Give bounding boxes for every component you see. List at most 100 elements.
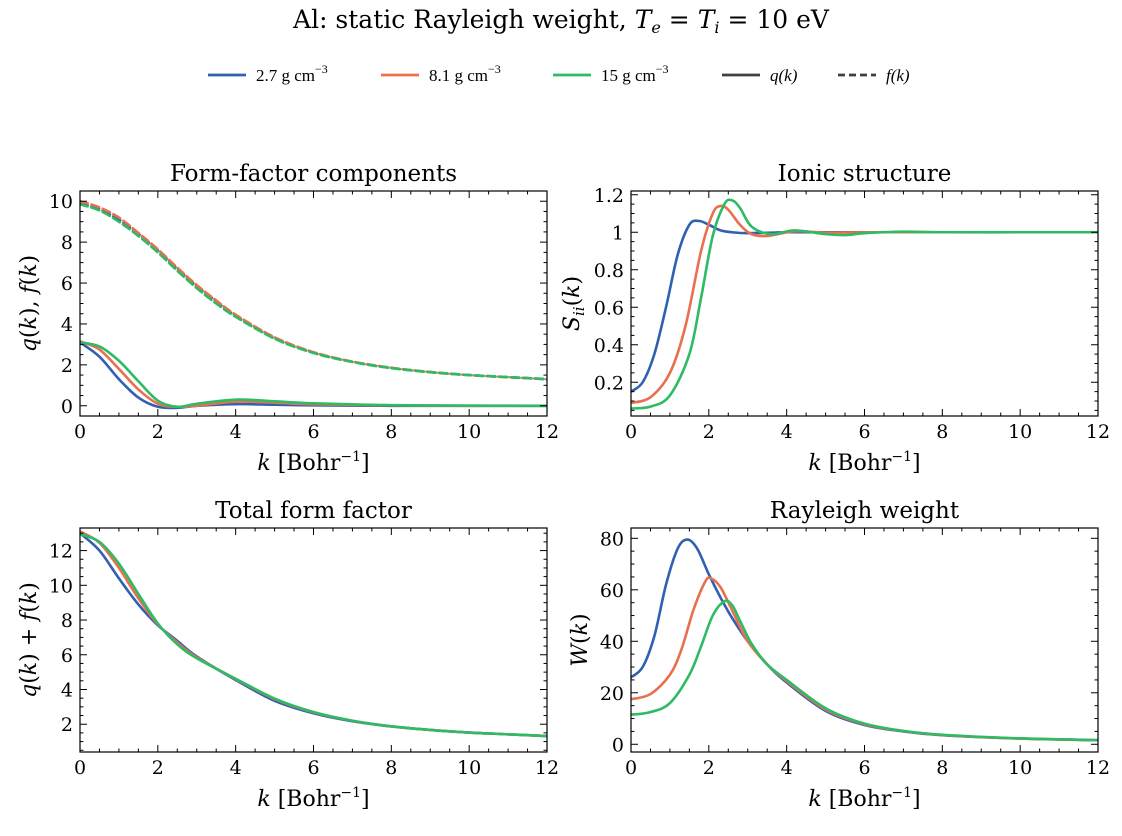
y-tick-label-1-5: 1.2 — [594, 185, 624, 207]
legend-item-0: 2.7 g cm−3 — [208, 62, 328, 85]
y-tick-label-0-0: 0 — [61, 396, 73, 418]
figure-title-eq1: = — [661, 5, 698, 34]
y-tick-label-0-1: 2 — [61, 355, 73, 377]
panel-rayleigh-weight: Rayleigh weight 0 2 4 6 8 10 12 0 20 40 60 80 k [Bohr… — [568, 498, 1110, 812]
legend-label-0: 2.7 g cm−3 — [256, 62, 328, 85]
x-axis-label-2: k [Bohr−1] — [257, 785, 369, 812]
figure-title: Al: static Rayleigh weight, Te = Ti = 10… — [292, 5, 830, 37]
series-line-2-2 — [80, 532, 547, 738]
series-line-1-2 — [631, 198, 1098, 410]
x-tick-label-1-3: 6 — [858, 421, 870, 443]
panel-title-3: Rayleigh weight — [770, 498, 960, 524]
panel-title-0: Form-factor components — [170, 161, 457, 187]
legend-item-2: 15 g cm−3 — [553, 62, 669, 85]
x-tick-label-0-3: 6 — [307, 421, 319, 443]
y-tick-label-3-1: 20 — [600, 683, 624, 705]
x-tick-label-0-0: 0 — [74, 421, 86, 443]
y-axis-label-1: Sii(k) — [560, 276, 588, 331]
legend-item-3: q(k) — [722, 66, 798, 85]
y-axis-label-3: W(k) — [568, 613, 593, 666]
panel-ionic-structure: Ionic structure 0 2 4 6 8 10 12 0.2 0.4 0.6 0.8 1 1.2… — [560, 161, 1110, 476]
x-tick-label-2-3: 6 — [307, 757, 319, 779]
figure-title-te-sub: e — [651, 18, 660, 37]
series-line-3-0 — [631, 538, 1098, 742]
x-tick-label-1-4: 8 — [936, 421, 948, 443]
figure-title-ti-sub: i — [714, 18, 719, 37]
y-tick-label-3-4: 80 — [600, 528, 624, 550]
x-tick-label-3-1: 2 — [703, 757, 715, 779]
series-line-3-1 — [631, 576, 1098, 742]
series-group-1 — [631, 198, 1098, 410]
y-tick-label-0-3: 6 — [61, 273, 73, 295]
x-tick-label-3-6: 12 — [1086, 757, 1110, 779]
y-tick-label-0-4: 8 — [61, 232, 73, 254]
figure-title-te: T — [635, 5, 654, 34]
x-tick-label-2-5: 10 — [457, 757, 481, 779]
axes-frame-2 — [79, 527, 548, 753]
series-group-2 — [80, 530, 547, 738]
y-tick-label-3-2: 40 — [600, 631, 624, 653]
figure-title-eq2: = 10 eV — [720, 5, 830, 34]
y-tick-label-1-2: 0.6 — [594, 297, 624, 319]
x-tick-label-3-2: 4 — [781, 757, 793, 779]
x-tick-label-0-6: 12 — [535, 421, 559, 443]
axes-frame-3 — [630, 527, 1099, 753]
x-tick-label-3-0: 0 — [625, 757, 637, 779]
y-tick-label-1-3: 0.8 — [594, 260, 624, 282]
legend-item-4: f(k) — [838, 66, 910, 85]
legend-label-1: 8.1 g cm−3 — [429, 62, 501, 85]
x-tick-label-1-0: 0 — [625, 421, 637, 443]
y-tick-label-3-0: 0 — [612, 734, 624, 756]
y-tick-label-0-5: 10 — [49, 191, 73, 213]
x-tick-label-0-1: 2 — [152, 421, 164, 443]
x-tick-label-0-2: 4 — [230, 421, 242, 443]
y-tick-label-1-0: 0.2 — [594, 372, 624, 394]
y-tick-label-2-3: 8 — [61, 610, 73, 632]
y-tick-label-2-1: 4 — [61, 679, 73, 701]
legend-label-4: f(k) — [886, 66, 910, 85]
y-tick-label-1-4: 1 — [612, 222, 624, 244]
series-line-2-1 — [80, 530, 547, 738]
legend-item-1: 8.1 g cm−3 — [381, 62, 501, 85]
x-tick-label-3-5: 10 — [1008, 757, 1032, 779]
y-tick-label-2-0: 2 — [61, 714, 73, 736]
panel-title-1: Ionic structure — [778, 161, 952, 187]
x-tick-label-0-4: 8 — [385, 421, 397, 443]
x-tick-label-1-2: 4 — [781, 421, 793, 443]
legend-label-3: q(k) — [770, 66, 798, 85]
x-tick-label-1-1: 2 — [703, 421, 715, 443]
y-tick-label-2-4: 10 — [49, 575, 73, 597]
y-tick-label-3-3: 60 — [600, 580, 624, 602]
x-tick-label-0-5: 10 — [457, 421, 481, 443]
x-tick-label-2-2: 4 — [230, 757, 242, 779]
x-tick-label-2-0: 0 — [74, 757, 86, 779]
x-axis-label-0: k [Bohr−1] — [257, 449, 369, 476]
series-group-3 — [631, 538, 1098, 742]
x-tick-label-1-5: 10 — [1008, 421, 1032, 443]
x-tick-label-2-6: 12 — [535, 757, 559, 779]
x-axis-label-1: k [Bohr−1] — [808, 449, 920, 476]
axes-frame-0 — [79, 190, 548, 417]
series-group-0 — [80, 199, 547, 410]
series-line-0-2 — [80, 341, 547, 409]
series-line-2-0 — [80, 531, 547, 738]
figure-title-prefix: Al: static Rayleigh weight, — [292, 5, 635, 34]
x-tick-label-2-4: 8 — [385, 757, 397, 779]
panel-title-2: Total form factor — [215, 498, 412, 524]
x-tick-label-1-6: 12 — [1086, 421, 1110, 443]
y-tick-label-2-5: 12 — [49, 541, 73, 563]
legend: 2.7 g cm−3 8.1 g cm−3 15 g cm−3 q(k) f(k) — [208, 62, 910, 85]
x-tick-label-3-4: 8 — [936, 757, 948, 779]
y-tick-label-0-2: 4 — [61, 314, 73, 336]
y-tick-label-2-2: 6 — [61, 645, 73, 667]
x-tick-label-3-3: 6 — [858, 757, 870, 779]
legend-label-2: 15 g cm−3 — [601, 62, 669, 85]
series-line-0-5 — [80, 203, 547, 381]
y-axis-label-0: q(k), f(k) — [17, 255, 42, 352]
x-tick-label-2-1: 2 — [152, 757, 164, 779]
y-axis-label-2: q(k) + f(k) — [17, 582, 42, 698]
panel-form-factor-components: Form-factor components 0 2 4 6 8 10 12 0 2 4 6 8 10 k … — [17, 161, 559, 476]
x-axis-label-3: k [Bohr−1] — [808, 785, 920, 812]
